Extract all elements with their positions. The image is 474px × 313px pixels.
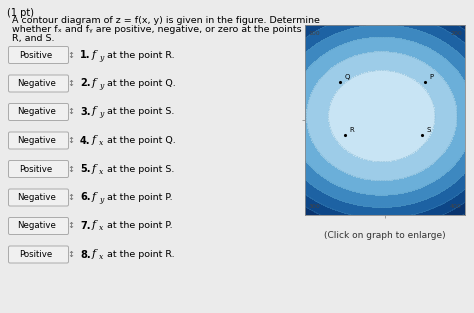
Text: at the point Q.: at the point Q. [104, 79, 176, 88]
Text: f: f [92, 49, 96, 59]
FancyBboxPatch shape [9, 75, 69, 92]
Text: at the point P.: at the point P. [104, 193, 173, 202]
Text: 1.: 1. [80, 50, 91, 60]
Text: 400: 400 [450, 204, 462, 209]
Text: y: y [99, 110, 103, 119]
Text: f: f [92, 192, 96, 202]
FancyBboxPatch shape [9, 246, 69, 263]
Text: Negative: Negative [17, 136, 55, 145]
Text: whether fₓ and fᵧ are positive, negative, or zero at the points P, Q,: whether fₓ and fᵧ are positive, negative… [12, 25, 327, 34]
Text: 200: 200 [450, 31, 462, 36]
Text: Positive: Positive [19, 165, 53, 173]
Text: 3.: 3. [80, 107, 91, 117]
Text: 6.: 6. [80, 192, 91, 203]
Text: f: f [92, 220, 96, 230]
Text: 4.: 4. [80, 136, 91, 146]
Text: y: y [99, 82, 103, 90]
Text: 100: 100 [308, 31, 320, 36]
Text: at the point R.: at the point R. [104, 50, 174, 59]
Text: ↕: ↕ [67, 193, 74, 202]
Text: (Click on graph to enlarge): (Click on graph to enlarge) [324, 231, 446, 240]
Text: (1 pt): (1 pt) [7, 8, 34, 18]
Text: Q: Q [345, 74, 350, 80]
FancyBboxPatch shape [9, 161, 69, 177]
Text: Negative: Negative [17, 79, 55, 88]
Text: 5.: 5. [80, 164, 91, 174]
Text: 2.: 2. [80, 79, 91, 89]
Text: R: R [350, 127, 355, 133]
Text: x: x [99, 224, 103, 233]
Text: ↕: ↕ [67, 165, 74, 173]
Text: ↕: ↕ [67, 222, 74, 230]
Text: at the point R.: at the point R. [104, 250, 174, 259]
FancyBboxPatch shape [9, 104, 69, 121]
Text: f: f [92, 78, 96, 88]
Text: f: f [92, 106, 96, 116]
FancyBboxPatch shape [9, 132, 69, 149]
Text: ↕: ↕ [67, 79, 74, 88]
Text: f: f [92, 163, 96, 173]
Text: Negative: Negative [17, 107, 55, 116]
Text: x: x [99, 253, 103, 261]
Text: 300: 300 [308, 204, 320, 209]
Text: ↕: ↕ [67, 50, 74, 59]
Text: at the point Q.: at the point Q. [104, 136, 176, 145]
FancyBboxPatch shape [9, 218, 69, 234]
Text: ↕: ↕ [67, 250, 74, 259]
Text: x: x [99, 167, 103, 176]
Text: R, and S.: R, and S. [12, 34, 55, 43]
FancyBboxPatch shape [9, 47, 69, 64]
Text: 7.: 7. [80, 221, 91, 231]
Text: y: y [99, 54, 103, 61]
Text: f: f [92, 135, 96, 145]
Text: P: P [430, 74, 434, 80]
Text: Positive: Positive [19, 250, 53, 259]
Text: ↕: ↕ [67, 136, 74, 145]
Text: ↕: ↕ [67, 107, 74, 116]
Text: y: y [99, 196, 103, 204]
Text: 8.: 8. [80, 249, 91, 259]
FancyBboxPatch shape [9, 189, 69, 206]
Text: A contour diagram of z = f(x, y) is given in the figure. Determine: A contour diagram of z = f(x, y) is give… [12, 16, 320, 25]
Text: Negative: Negative [17, 193, 55, 202]
Text: Negative: Negative [17, 222, 55, 230]
Text: at the point P.: at the point P. [104, 222, 173, 230]
Text: f: f [92, 249, 96, 259]
Text: at the point S.: at the point S. [104, 107, 174, 116]
Text: x: x [99, 139, 103, 147]
Text: Positive: Positive [19, 50, 53, 59]
Text: at the point S.: at the point S. [104, 165, 174, 173]
Text: S: S [427, 127, 431, 133]
